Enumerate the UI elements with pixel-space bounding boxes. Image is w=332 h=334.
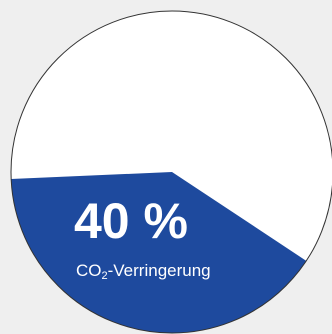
- caption-suffix: -Verringerung: [107, 261, 211, 280]
- caption-prefix: CO: [76, 261, 102, 280]
- pie-slice-remaining: [11, 11, 332, 261]
- pie-slice-co2-reduction: [11, 172, 307, 334]
- caption-subscript: 2: [101, 270, 108, 282]
- pie-outline: [10, 10, 332, 334]
- reduction-value-label: 40 %: [74, 193, 188, 249]
- reduction-caption: CO2-Verringerung: [76, 262, 211, 282]
